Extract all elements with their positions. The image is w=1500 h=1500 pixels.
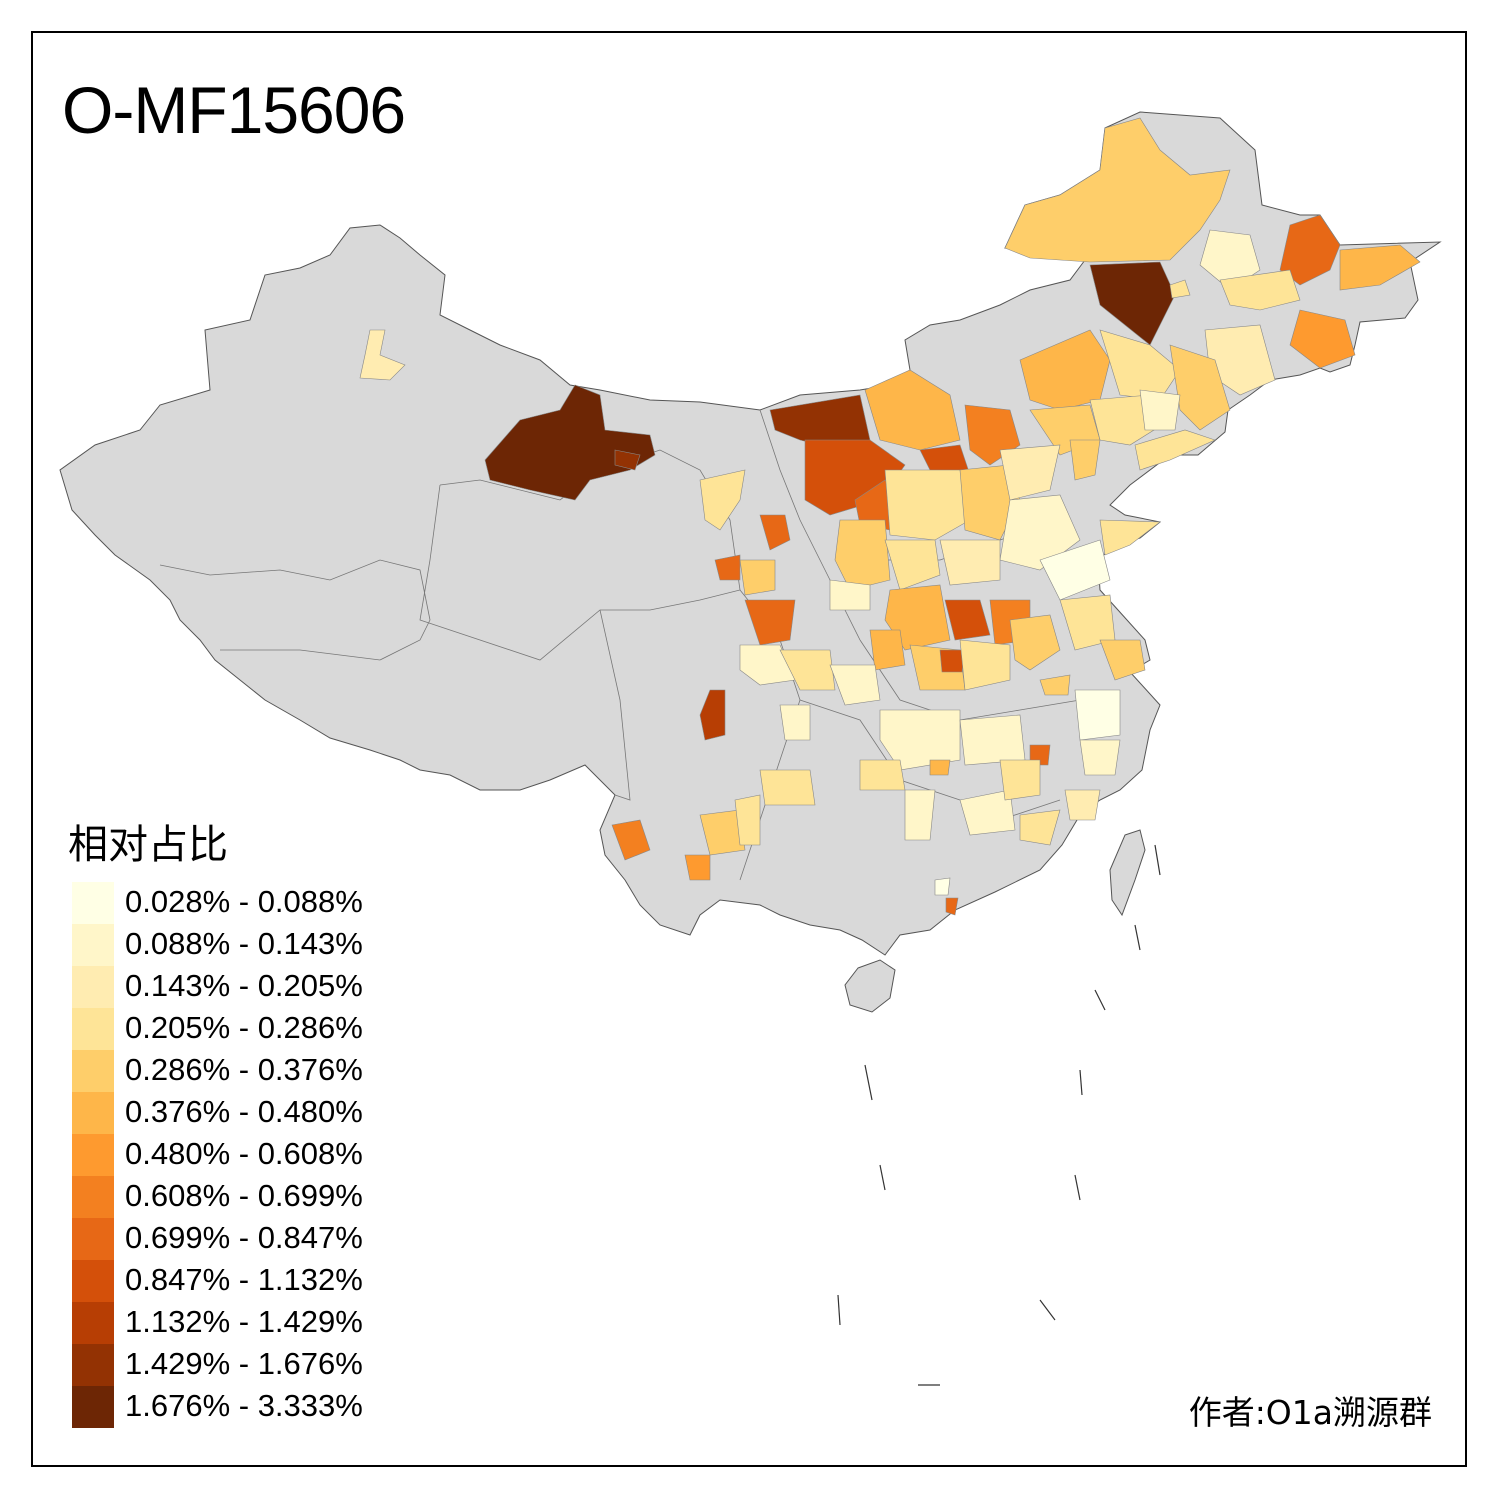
legend-swatch	[72, 924, 114, 966]
legend-item: 0.028% - 0.088%	[72, 882, 432, 924]
legend-swatch	[72, 1302, 114, 1344]
legend-item: 0.376% - 0.480%	[72, 1092, 432, 1134]
legend-item: 0.286% - 0.376%	[72, 1050, 432, 1092]
author-credit: 作者:O1a溯源群	[1188, 1393, 1432, 1432]
legend-swatch	[72, 1218, 114, 1260]
hainan	[844, 959, 896, 1013]
maritime-boundary	[837, 844, 1161, 1386]
legend-swatch	[72, 1176, 114, 1218]
legend-swatch	[72, 1260, 114, 1302]
legend-label: 0.028% - 0.088%	[125, 884, 363, 919]
legend-swatch	[72, 1050, 114, 1092]
legend-swatch	[72, 966, 114, 1008]
legend-item: 0.699% - 0.847%	[72, 1218, 432, 1260]
legend-label: 0.847% - 1.132%	[125, 1262, 363, 1297]
legend-item: 0.847% - 1.132%	[72, 1260, 432, 1302]
legend-label: 0.286% - 0.376%	[125, 1052, 363, 1087]
legend-label: 0.143% - 0.205%	[125, 968, 363, 1003]
legend-swatch	[72, 882, 114, 924]
legend-title: 相对占比	[68, 822, 228, 868]
legend-swatch	[72, 1386, 114, 1428]
legend-swatch	[72, 1344, 114, 1386]
legend-label: 1.676% - 3.333%	[125, 1388, 363, 1423]
legend-label: 0.699% - 0.847%	[125, 1220, 363, 1255]
legend-label: 0.608% - 0.699%	[125, 1178, 363, 1213]
legend-item: 0.205% - 0.286%	[72, 1008, 432, 1050]
legend-label: 1.429% - 1.676%	[125, 1346, 363, 1381]
legend-item: 0.143% - 0.205%	[72, 966, 432, 1008]
legend-item: 0.088% - 0.143%	[72, 924, 432, 966]
legend-item: 1.132% - 1.429%	[72, 1302, 432, 1344]
taiwan	[1109, 829, 1146, 917]
legend-label: 0.376% - 0.480%	[125, 1094, 363, 1129]
colored-regions	[359, 117, 1421, 916]
legend-item: 1.429% - 1.676%	[72, 1344, 432, 1386]
map-title: O-MF15606	[62, 73, 406, 147]
legend-swatch	[72, 1008, 114, 1050]
legend-label: 0.480% - 0.608%	[125, 1136, 363, 1171]
legend-label: 1.132% - 1.429%	[125, 1304, 363, 1339]
legend-swatch	[72, 1092, 114, 1134]
legend-item: 1.676% - 3.333%	[72, 1386, 432, 1428]
legend-item: 0.480% - 0.608%	[72, 1134, 432, 1176]
legend-label: 0.205% - 0.286%	[125, 1010, 363, 1045]
map-frame	[31, 31, 1467, 1467]
legend-label: 0.088% - 0.143%	[125, 926, 363, 961]
legend-item: 0.608% - 0.699%	[72, 1176, 432, 1218]
legend-swatch	[72, 1134, 114, 1176]
